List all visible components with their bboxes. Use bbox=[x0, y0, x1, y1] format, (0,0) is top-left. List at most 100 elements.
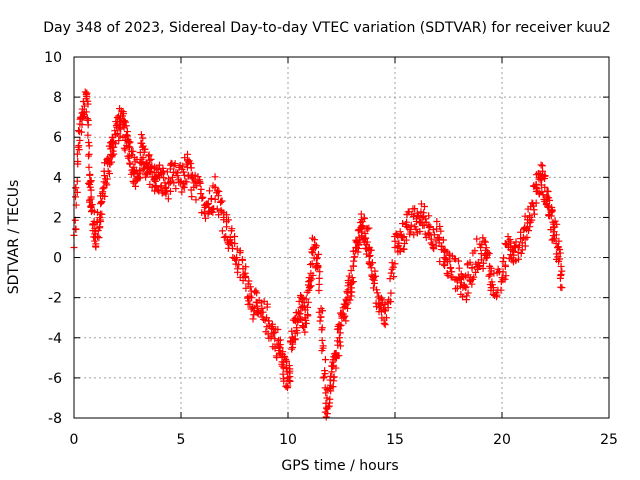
data-point-fill bbox=[183, 178, 191, 186]
grid bbox=[74, 57, 609, 418]
data-point-fill bbox=[429, 226, 437, 234]
data-point-fill bbox=[198, 194, 206, 202]
data-point-fill bbox=[440, 260, 448, 268]
data-point-fill bbox=[95, 234, 103, 242]
data-point-fill bbox=[367, 264, 375, 272]
data-point-fill bbox=[480, 237, 488, 245]
data-point-fill bbox=[112, 140, 120, 148]
data-point-fill bbox=[429, 243, 437, 251]
data-point-fill bbox=[101, 192, 109, 200]
data-point-fill bbox=[147, 155, 155, 163]
data-point-fill bbox=[396, 228, 404, 236]
data-point-fill bbox=[396, 247, 404, 255]
data-point-fill bbox=[336, 329, 344, 337]
data-point-fill bbox=[110, 150, 118, 158]
y-tick-label: 10 bbox=[44, 50, 62, 66]
data-point-fill bbox=[215, 187, 223, 195]
data-point-fill bbox=[535, 170, 543, 178]
data-point-fill bbox=[298, 315, 306, 323]
data-point-fill bbox=[180, 168, 188, 176]
data-point-fill bbox=[96, 223, 104, 231]
data-point bbox=[293, 324, 301, 332]
data-point-fill bbox=[349, 278, 357, 286]
data-point-fill bbox=[521, 224, 529, 232]
data-point-fill bbox=[304, 298, 312, 306]
data-point-fill bbox=[340, 313, 348, 321]
y-tick-label: -4 bbox=[48, 331, 62, 347]
data-point-fill bbox=[211, 195, 219, 203]
data-point-fill bbox=[312, 242, 320, 250]
data-point-fill bbox=[421, 215, 429, 223]
data-point-fill bbox=[265, 317, 273, 325]
data-point-fill bbox=[296, 310, 304, 318]
data-point-fill bbox=[324, 403, 332, 411]
data-point-fill bbox=[464, 289, 472, 297]
data-point-fill bbox=[79, 113, 87, 121]
data-point-fill bbox=[159, 167, 167, 175]
data-point-fill bbox=[187, 159, 195, 167]
data-point-fill bbox=[121, 146, 129, 154]
data-point-fill bbox=[260, 315, 268, 323]
data-point-fill bbox=[123, 131, 131, 139]
y-tick-label: 4 bbox=[53, 170, 62, 186]
data-point-fill bbox=[525, 227, 533, 235]
data-point-fill bbox=[433, 218, 441, 226]
data-point-fill bbox=[502, 272, 510, 280]
data-point-fill bbox=[403, 218, 411, 226]
data-point-fill bbox=[386, 275, 394, 283]
data-point-fill bbox=[98, 197, 106, 205]
data-point-fill bbox=[556, 274, 564, 282]
data-point-fill bbox=[318, 347, 326, 355]
data-point-fill bbox=[171, 160, 179, 168]
data-point-fill bbox=[222, 233, 230, 241]
data-point-fill bbox=[136, 174, 144, 182]
data-point-fill bbox=[176, 178, 184, 186]
data-point-fill bbox=[105, 170, 113, 178]
data-point bbox=[134, 173, 142, 181]
data-point-fill bbox=[84, 97, 92, 105]
data-point-fill bbox=[411, 223, 419, 231]
data-point-fill bbox=[87, 177, 95, 185]
data-point-fill bbox=[231, 240, 239, 248]
data-point-fill bbox=[391, 260, 399, 268]
data-point-fill bbox=[90, 208, 98, 216]
data-point-fill bbox=[73, 150, 81, 158]
data-point-fill bbox=[298, 293, 306, 301]
data-point-fill bbox=[228, 225, 236, 233]
data-point-fill bbox=[553, 220, 561, 228]
data-point-fill bbox=[276, 336, 284, 344]
data-point-fill bbox=[307, 282, 315, 290]
data-point-fill bbox=[188, 193, 196, 201]
data-point-fill bbox=[303, 303, 311, 311]
data-point-fill bbox=[389, 263, 397, 271]
data-point-fill bbox=[330, 373, 338, 381]
data-point-fill bbox=[309, 271, 317, 279]
data-point-fill bbox=[552, 231, 560, 239]
data-point-fill bbox=[530, 206, 538, 214]
data-point-fill bbox=[407, 221, 415, 229]
data-point-fill bbox=[218, 227, 226, 235]
data-point-fill bbox=[486, 271, 494, 279]
data-point-fill bbox=[73, 188, 81, 196]
data-point-fill bbox=[310, 236, 318, 244]
data-point-fill bbox=[556, 255, 564, 263]
data-point-fill bbox=[485, 250, 493, 258]
data-point bbox=[489, 284, 497, 292]
data-point-fill bbox=[319, 374, 327, 382]
data-point-fill bbox=[120, 110, 128, 118]
data-point-fill bbox=[497, 286, 505, 294]
data-point-fill bbox=[139, 158, 147, 166]
data-point-fill bbox=[557, 262, 565, 270]
data-point-fill bbox=[242, 284, 250, 292]
data-point bbox=[468, 264, 476, 272]
data-point-fill bbox=[518, 246, 526, 254]
data-point-fill bbox=[455, 274, 463, 282]
data-point-fill bbox=[234, 268, 242, 276]
data-point-fill bbox=[258, 304, 266, 312]
data-point-fill bbox=[242, 263, 250, 271]
data-point-fill bbox=[322, 389, 330, 397]
data-point-fill bbox=[192, 196, 200, 204]
data-point-fill bbox=[231, 232, 239, 240]
data-point-fill bbox=[156, 168, 164, 176]
x-tick-label: 20 bbox=[493, 432, 511, 448]
